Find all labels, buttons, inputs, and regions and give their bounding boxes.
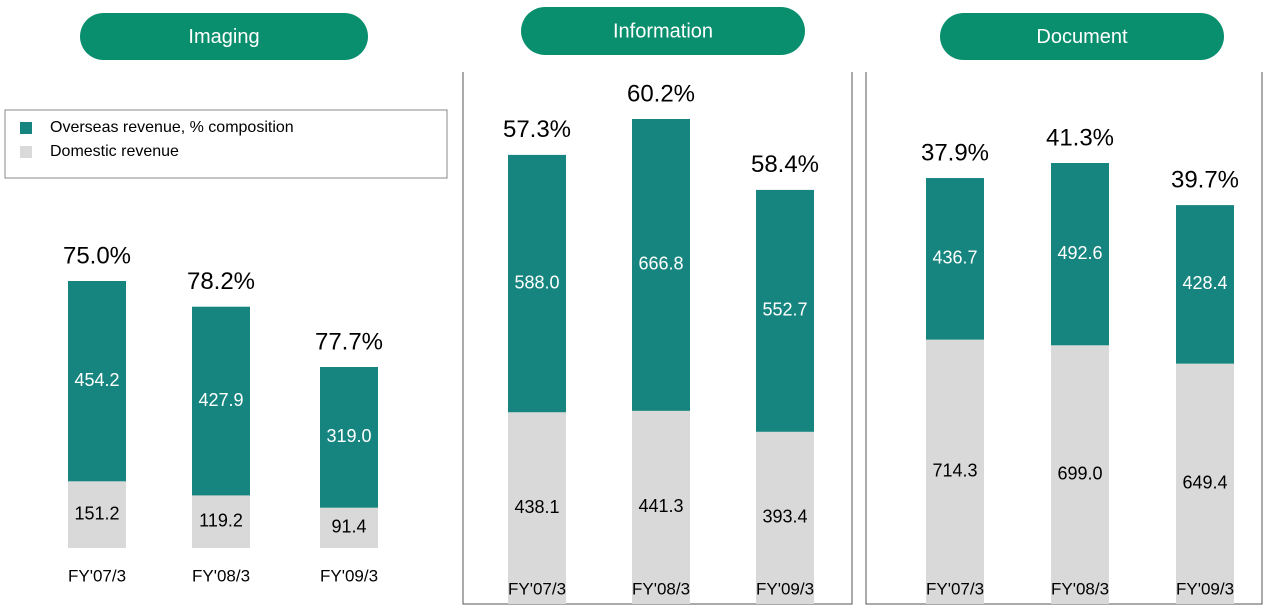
- panel-title-pill: [940, 13, 1224, 60]
- bar-segment: [320, 507, 378, 548]
- value-label: 699.0: [1057, 463, 1102, 483]
- bar-segment: [926, 178, 984, 340]
- bar-segment: [192, 306, 250, 496]
- x-tick-label: FY'08/3: [1051, 579, 1109, 598]
- panel-title: Document: [1036, 26, 1128, 48]
- x-tick-label: FY'09/3: [320, 566, 378, 585]
- bar-segment: [1176, 205, 1234, 364]
- x-tick-label: FY'08/3: [632, 579, 690, 598]
- panel-frames: [462, 72, 1263, 605]
- x-tick-label: FY'09/3: [1176, 579, 1234, 598]
- share-label: 60.2%: [627, 80, 695, 107]
- bar-segment: [508, 412, 566, 604]
- legend-swatch: [20, 146, 32, 158]
- x-tick-label: FY'07/3: [68, 566, 126, 585]
- value-label: 441.3: [638, 496, 683, 516]
- bar-segment: [756, 189, 814, 432]
- panel-title-pill: [80, 13, 368, 60]
- panel-title: Information: [613, 20, 713, 42]
- bar-segment: [68, 281, 126, 482]
- bar-segment: [68, 481, 126, 548]
- legend-label: Domestic revenue: [50, 143, 179, 160]
- bar-segment: [1051, 345, 1109, 604]
- share-label: 41.3%: [1046, 124, 1114, 151]
- value-label: 428.4: [1182, 273, 1227, 293]
- x-tick-label: FY'07/3: [926, 579, 984, 598]
- panel-title: Imaging: [188, 26, 259, 48]
- bar-segment: [632, 119, 690, 411]
- legend-swatch: [20, 122, 32, 134]
- value-label: 454.2: [74, 370, 119, 390]
- legend-box: [4, 109, 448, 179]
- bar-segment: [926, 339, 984, 604]
- value-label: 649.4: [1182, 473, 1227, 493]
- bar-segment: [632, 410, 690, 604]
- bar-segment: [1176, 363, 1234, 604]
- share-label: 75.0%: [63, 242, 131, 269]
- value-label: 492.6: [1057, 243, 1102, 263]
- x-tick-label: FY'07/3: [508, 579, 566, 598]
- legend-label: Overseas revenue, % composition: [50, 119, 294, 136]
- bar-segment: [320, 367, 378, 508]
- share-label: 78.2%: [187, 268, 255, 295]
- value-label: 552.7: [762, 300, 807, 320]
- share-label: 57.3%: [503, 116, 571, 143]
- bar-segment: [1051, 163, 1109, 346]
- panel-title-pill: [521, 7, 805, 55]
- value-label: 91.4: [331, 517, 366, 537]
- value-label: 438.1: [514, 497, 559, 517]
- value-label: 151.2: [74, 503, 119, 523]
- value-label: 588.0: [514, 272, 559, 292]
- x-tick-label: FY'08/3: [192, 566, 250, 585]
- value-label: 714.3: [932, 461, 977, 481]
- value-label: 319.0: [326, 426, 371, 446]
- bar-segment: [756, 431, 814, 604]
- value-label: 393.4: [762, 507, 807, 527]
- value-label: 427.9: [198, 390, 243, 410]
- bar-segment: [508, 154, 566, 413]
- share-label: 37.9%: [921, 139, 989, 166]
- share-label: 39.7%: [1171, 166, 1239, 193]
- value-label: 436.7: [932, 248, 977, 268]
- x-tick-label: FY'09/3: [756, 579, 814, 598]
- share-label: 58.4%: [751, 151, 819, 178]
- value-label: 666.8: [638, 254, 683, 274]
- bar-segment: [192, 495, 250, 548]
- share-label: 77.7%: [315, 328, 383, 355]
- value-label: 119.2: [199, 510, 243, 530]
